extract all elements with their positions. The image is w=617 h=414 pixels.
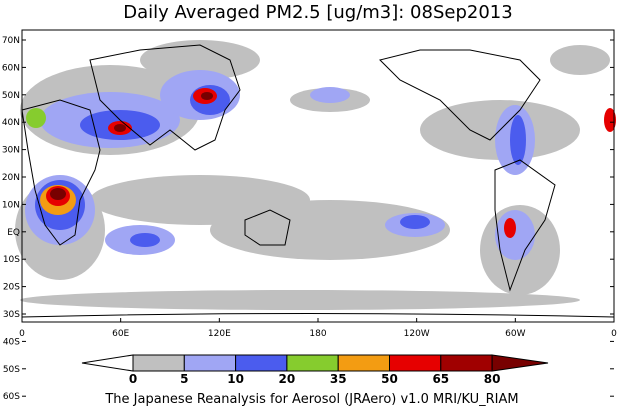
lon-label: 60W	[505, 329, 525, 339]
lat-label: 50S	[3, 365, 20, 375]
lat-label: 40N	[2, 118, 20, 128]
colorbar-segment	[183, 354, 237, 372]
lon-label: 120W	[404, 329, 430, 339]
lat-label: 30N	[2, 146, 20, 156]
colorbar-segment	[337, 354, 391, 372]
colorbar-label: 0	[129, 372, 137, 386]
colorbar-segment	[235, 354, 288, 372]
colorbar-segment	[81, 354, 134, 372]
lat-label: 30S	[3, 310, 20, 320]
lon-label: 120E	[208, 329, 231, 339]
footer: The Japanese Reanalysis for Aerosol (JRA…	[104, 392, 518, 407]
title: Daily Averaged PM2.5 [ug/m3]: 08Sep2013	[123, 2, 512, 23]
colorbar-label: 35	[330, 372, 347, 386]
colorbar: 0 5 10 20 35 50 65 80	[81, 354, 549, 386]
lon-label: 0	[19, 329, 25, 339]
colorbar-segment	[491, 354, 549, 372]
colorbar-label: 80	[484, 372, 501, 386]
colorbar-label: 50	[381, 372, 398, 386]
lat-label: 70N	[2, 36, 20, 46]
colorbar-label: 10	[227, 372, 244, 386]
colorbar-label: 65	[432, 372, 449, 386]
lat-label: 10S	[3, 255, 20, 265]
colorbar-segment	[440, 354, 493, 372]
map	[15, 29, 616, 323]
high-areas	[26, 88, 616, 238]
lat-label: 40S	[3, 337, 20, 347]
lat-label: EQ	[7, 228, 20, 238]
lon-label: 60E	[112, 329, 129, 339]
lon-label: 180	[309, 329, 326, 339]
axes: 70N 60N 50N 40N 30N 20N 10N EQ 10S 20S 30S 40S 50S 60…	[2, 36, 617, 402]
colorbar-segment	[286, 354, 339, 372]
lat-label: 10N	[2, 200, 20, 210]
coastlines	[21, 44, 615, 318]
lat-label: 20N	[2, 173, 20, 183]
lat-label: 50N	[2, 91, 20, 101]
colorbar-label: 5	[180, 372, 188, 386]
lat-label: 60S	[3, 392, 20, 402]
colorbar-label: 20	[279, 372, 296, 386]
lat-label: 60N	[2, 63, 20, 73]
lon-label: 0	[611, 329, 617, 339]
colorbar-segment	[132, 354, 185, 372]
lat-label: 20S	[3, 283, 20, 293]
colorbar-segment	[389, 354, 442, 372]
